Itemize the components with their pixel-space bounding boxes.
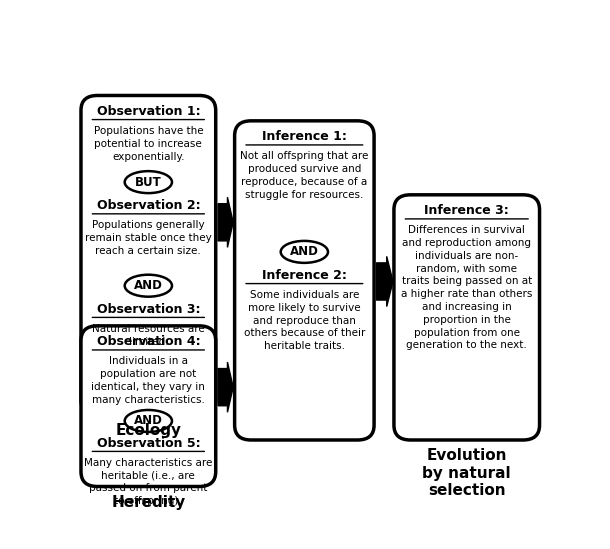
Text: Populations have the
potential to increase
exponentially.: Populations have the potential to increa…	[93, 126, 203, 161]
Text: Observation 5:: Observation 5:	[96, 436, 200, 450]
Text: Populations generally
remain stable once they
reach a certain size.: Populations generally remain stable once…	[85, 220, 212, 256]
Text: BUT: BUT	[135, 176, 162, 189]
Ellipse shape	[124, 171, 172, 193]
Text: AND: AND	[290, 245, 319, 259]
FancyBboxPatch shape	[81, 326, 216, 486]
FancyBboxPatch shape	[81, 96, 216, 414]
Text: Inference 3:: Inference 3:	[425, 204, 509, 217]
FancyBboxPatch shape	[235, 121, 374, 440]
Text: Heredity: Heredity	[111, 495, 185, 510]
Text: Observation 1:: Observation 1:	[96, 105, 200, 118]
Ellipse shape	[281, 241, 328, 263]
Text: Observation 4:: Observation 4:	[96, 335, 200, 348]
Text: Ecology: Ecology	[115, 423, 181, 438]
Text: Individuals in a
population are not
identical, they vary in
many characteristics: Individuals in a population are not iden…	[92, 356, 206, 405]
FancyArrow shape	[218, 197, 233, 248]
Text: Not all offspring that are
produced survive and
reproduce, because of a
struggle: Not all offspring that are produced surv…	[240, 152, 368, 200]
FancyBboxPatch shape	[394, 195, 540, 440]
Ellipse shape	[124, 410, 172, 432]
Text: Many characteristics are
heritable (i.e., are
passed on from parent
to offspring: Many characteristics are heritable (i.e.…	[84, 458, 212, 506]
Text: Natural resources are
limited.: Natural resources are limited.	[92, 324, 205, 346]
FancyArrow shape	[218, 362, 233, 412]
Text: Observation 2:: Observation 2:	[96, 199, 200, 212]
Text: Inference 2:: Inference 2:	[262, 269, 347, 282]
FancyArrow shape	[376, 256, 393, 306]
Ellipse shape	[124, 274, 172, 296]
Text: AND: AND	[134, 414, 163, 428]
Text: Differences in survival
and reproduction among
individuals are non-
random, with: Differences in survival and reproduction…	[401, 225, 533, 350]
Text: Observation 3:: Observation 3:	[96, 302, 200, 316]
Text: Inference 1:: Inference 1:	[262, 130, 347, 143]
Text: Some individuals are
more likely to survive
and reproduce than
others because of: Some individuals are more likely to surv…	[243, 290, 365, 351]
Text: AND: AND	[134, 279, 163, 292]
Text: Evolution
by natural
selection: Evolution by natural selection	[423, 449, 511, 498]
